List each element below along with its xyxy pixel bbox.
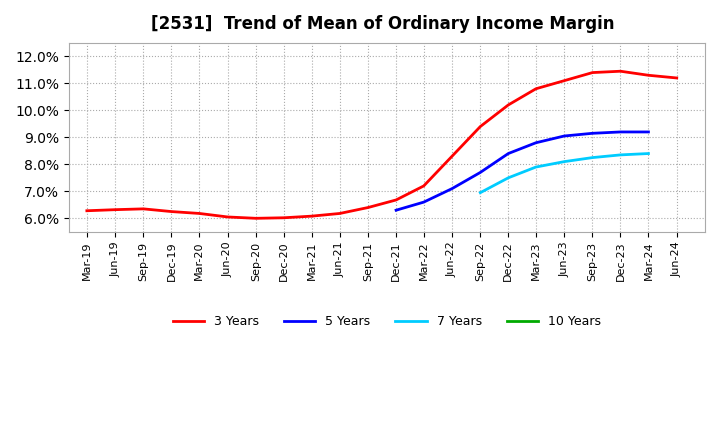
Text: [2531]  Trend of Mean of Ordinary Income Margin: [2531] Trend of Mean of Ordinary Income … — [151, 15, 615, 33]
Line: 3 Years: 3 Years — [87, 71, 677, 218]
Line: 7 Years: 7 Years — [480, 154, 649, 193]
Line: 5 Years: 5 Years — [396, 132, 649, 210]
Legend: 3 Years, 5 Years, 7 Years, 10 Years: 3 Years, 5 Years, 7 Years, 10 Years — [168, 310, 606, 333]
